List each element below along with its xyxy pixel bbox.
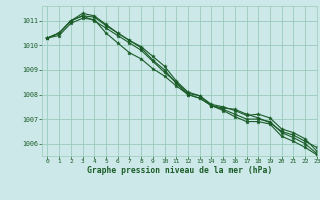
X-axis label: Graphe pression niveau de la mer (hPa): Graphe pression niveau de la mer (hPa) xyxy=(87,166,272,175)
